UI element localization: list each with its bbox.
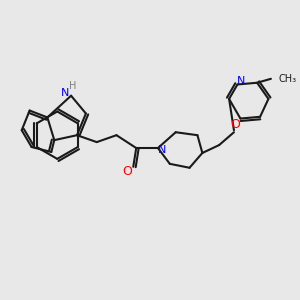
Text: O: O	[122, 165, 132, 178]
Text: N: N	[61, 88, 69, 98]
Text: N: N	[158, 145, 166, 155]
Text: CH₃: CH₃	[279, 74, 297, 84]
Text: O: O	[230, 118, 240, 131]
Text: H: H	[69, 81, 77, 91]
Text: N: N	[237, 76, 246, 85]
